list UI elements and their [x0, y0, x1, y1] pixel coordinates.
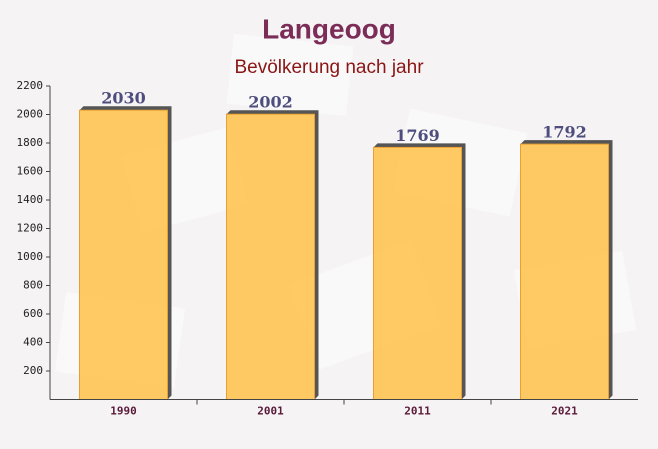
x-tick-label: 2011: [404, 405, 431, 418]
y-tick-label: 400: [23, 336, 43, 349]
chart-title: Langeoog: [262, 13, 396, 44]
chart-subtitle: Bevölkerung nach jahr: [234, 57, 424, 78]
value-label: 2030: [101, 89, 146, 108]
y-tick-label: 1600: [17, 165, 44, 178]
y-tick-label: 600: [23, 307, 43, 320]
y-tick-label: 1400: [17, 193, 44, 206]
value-label: 1769: [395, 126, 440, 145]
value-label: 2002: [248, 93, 293, 112]
y-tick-label: 200: [23, 364, 43, 377]
bar: [79, 109, 168, 400]
y-tick-label: 800: [23, 279, 43, 292]
y-tick-label: 1800: [17, 136, 44, 149]
y-tick-label: 1200: [17, 222, 44, 235]
y-tick-label: 1000: [17, 250, 44, 263]
bar: [373, 146, 462, 400]
y-tick-label: 2000: [17, 108, 44, 121]
x-tick-label: 2001: [257, 405, 284, 418]
bar: [520, 143, 609, 400]
y-tick-label: 2200: [17, 79, 44, 92]
value-label: 1792: [542, 123, 587, 142]
x-tick-label: 2021: [551, 405, 578, 418]
x-tick-label: 1990: [110, 405, 137, 418]
bar: [226, 113, 315, 400]
